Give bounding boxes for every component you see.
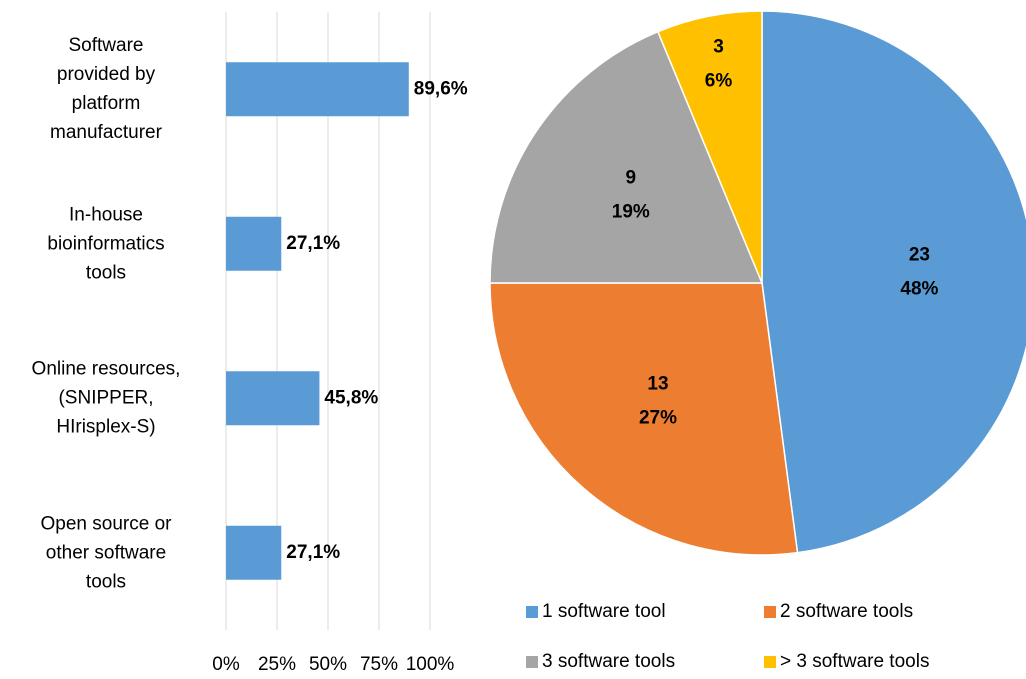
category-label: Open source or other software tools: [40, 513, 172, 593]
slice-percent-label: 48%: [900, 279, 938, 300]
slice-value-label: 3: [713, 36, 724, 57]
legend-label: 2 software tools: [780, 601, 913, 622]
slice-percent-label: 6%: [705, 70, 733, 91]
slice-value-label: 13: [647, 374, 668, 395]
x-tick-label: 100%: [406, 654, 455, 675]
data-label: 27,1%: [286, 233, 340, 254]
bar: [226, 525, 282, 580]
pie-slice: [489, 30, 764, 284]
legend-label: > 3 software tools: [780, 651, 929, 672]
x-tick-label: 50%: [309, 654, 347, 675]
slice-percent-label: 27%: [639, 408, 677, 429]
category-label: In-house bioinformatics tools: [47, 204, 165, 284]
bar: [226, 62, 409, 117]
pie-slice: [489, 282, 799, 556]
category-label: Online resources, (SNIPPER, HIrisplex-S): [31, 358, 181, 438]
legend-swatch: [764, 606, 776, 618]
slice-value-label: 9: [626, 167, 637, 188]
legend-swatch: [764, 656, 776, 668]
data-label: 27,1%: [286, 542, 340, 563]
legend-label: 1 software tool: [542, 601, 666, 622]
legend-label: 3 software tools: [542, 651, 675, 672]
bar: [226, 371, 320, 426]
x-tick-label: 25%: [258, 654, 296, 675]
x-tick-label: 0%: [212, 654, 240, 675]
data-label: 45,8%: [324, 387, 378, 408]
slice-value-label: 23: [909, 245, 930, 266]
pie-slice: [656, 10, 763, 284]
bar: [226, 216, 282, 271]
data-label: 89,6%: [414, 78, 468, 99]
category-label: Software provided by platform manufactur…: [50, 35, 162, 144]
legend-swatch: [526, 656, 538, 668]
slice-percent-label: 19%: [612, 201, 650, 222]
pie-slice: [761, 10, 1026, 554]
x-tick-label: 75%: [360, 654, 398, 675]
legend-swatch: [526, 606, 538, 618]
